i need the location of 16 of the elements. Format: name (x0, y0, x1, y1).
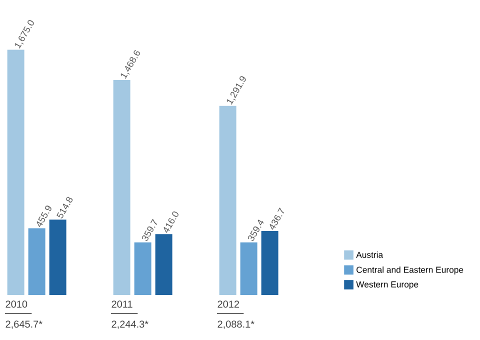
legend-label: Central and Eastern Europe (356, 266, 464, 275)
bar (155, 234, 172, 295)
total-label: 2,645.7* (6, 320, 42, 329)
legend-label: Western Europe (356, 281, 418, 290)
bar (219, 106, 236, 295)
x-tick-label: 2010 (6, 300, 28, 308)
total-label: 2,244.3* (112, 320, 148, 329)
bar (7, 50, 24, 295)
x-tick-label: 2012 (218, 300, 240, 308)
legend-label: Austria (356, 252, 384, 258)
bar (134, 242, 152, 295)
bar (240, 242, 258, 295)
bar (28, 228, 46, 295)
bar (113, 80, 130, 295)
x-tick-label: 2011 (112, 300, 132, 308)
total-label: 2,088.1* (218, 320, 254, 329)
